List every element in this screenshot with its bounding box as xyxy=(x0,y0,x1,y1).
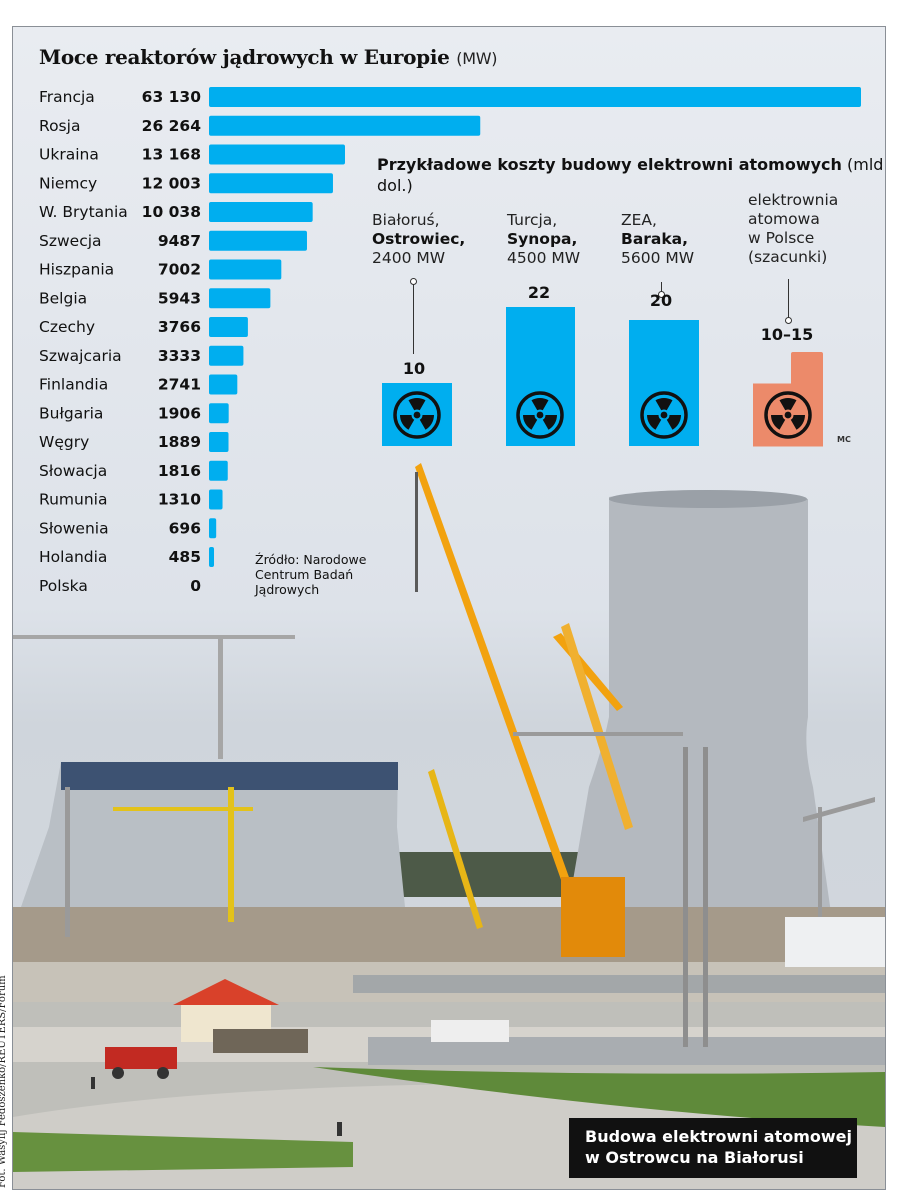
cost-chart-unit: (mld dol.) xyxy=(377,155,884,195)
bar-szwajcaria xyxy=(209,345,244,366)
value-label-w-brytania: 10 038 xyxy=(142,203,201,221)
photo-credit: Fot. Wasylij Fedoszenko/REUTERS/Forum xyxy=(0,975,8,1188)
cost-chart-title: Przykładowe koszty budowy elektrowni ato… xyxy=(377,155,884,195)
plant-label-poland: elektrownia atomowa w Polsce (szacunki) xyxy=(748,191,839,266)
bar-czechy xyxy=(209,317,248,337)
radiation-icon-poland xyxy=(764,391,812,439)
country-label-hiszpania: Hiszpania xyxy=(39,261,114,279)
bar-słowenia xyxy=(209,518,217,539)
source-note: Źródło: Narodowe Centrum Badań Jądrowych xyxy=(255,552,367,597)
bar-rosja xyxy=(209,115,481,136)
photo-caption: Budowa elektrowni atomowej w Ostrowcu na… xyxy=(569,1118,857,1178)
value-label-hiszpania: 7002 xyxy=(158,261,201,279)
value-label-francja: 63 130 xyxy=(142,88,202,106)
country-label-niemcy: Niemcy xyxy=(39,174,97,192)
country-label-słowenia: Słowenia xyxy=(39,519,109,537)
country-label-ukraina: Ukraina xyxy=(39,146,99,164)
country-label-finlandia: Finlandia xyxy=(39,376,108,394)
cost-bar-baraka xyxy=(629,320,699,446)
bar-rumunia xyxy=(209,489,223,510)
chart-title: Moce reaktorów jądrowych w Europie (MW) xyxy=(39,45,498,69)
value-label-rumunia: 1310 xyxy=(158,491,201,509)
country-label-bułgaria: Bułgaria xyxy=(39,404,103,422)
bar-bułgaria xyxy=(209,403,229,424)
cost-value-synopa: 22 xyxy=(527,283,551,302)
leader-dot-poland xyxy=(785,317,792,324)
value-label-polska: 0 xyxy=(190,577,201,595)
value-label-holandia: 485 xyxy=(169,548,201,566)
country-label-szwecja: Szwecja xyxy=(39,232,102,250)
bar-hiszpania xyxy=(209,259,282,280)
construction-site-photo xyxy=(13,463,885,1189)
chart-unit: (MW) xyxy=(456,49,498,68)
bar-szwecja xyxy=(209,230,307,251)
leader-line-poland xyxy=(788,279,789,319)
value-label-belgia: 5943 xyxy=(158,289,201,307)
bar-holandia xyxy=(209,547,215,567)
value-label-niemcy: 12 003 xyxy=(142,174,201,192)
bar-francja xyxy=(209,87,861,107)
bar-słowacja xyxy=(209,460,228,481)
bar-belgia xyxy=(209,288,271,309)
radiation-icon-synopa xyxy=(516,391,564,439)
value-label-szwajcaria: 3333 xyxy=(158,347,201,365)
country-label-polska: Polska xyxy=(39,577,88,595)
country-label-szwajcaria: Szwajcaria xyxy=(39,347,122,365)
bar-niemcy xyxy=(209,173,333,194)
value-label-finlandia: 2741 xyxy=(158,376,201,394)
country-label-czechy: Czechy xyxy=(39,318,95,336)
cost-value-poland: 10–15 xyxy=(760,325,814,344)
country-label-rosja: Rosja xyxy=(39,117,80,135)
value-label-bułgaria: 1906 xyxy=(158,404,201,422)
cost-value-ostrowiec: 10 xyxy=(402,359,426,378)
value-label-rosja: 26 264 xyxy=(142,117,202,135)
country-label-rumunia: Rumunia xyxy=(39,491,107,509)
bar-węgry xyxy=(209,432,229,452)
plant-label-ostrowiec: Białoruś, Ostrowiec, 2400 MW xyxy=(372,211,466,267)
value-label-ukraina: 13 168 xyxy=(142,146,201,164)
value-label-węgry: 1889 xyxy=(158,433,201,451)
plant-label-baraka: ZEA, Baraka, 5600 MW xyxy=(621,211,695,267)
cost-value-baraka: 20 xyxy=(649,291,673,310)
value-label-szwecja: 9487 xyxy=(158,232,201,250)
radiation-icon-baraka xyxy=(640,391,688,439)
value-label-słowenia: 696 xyxy=(169,519,201,537)
country-label-słowacja: Słowacja xyxy=(39,462,107,480)
country-label-w-brytania: W. Brytania xyxy=(39,203,128,221)
country-label-francja: Francja xyxy=(39,88,95,106)
leader-dot-ostrowiec xyxy=(410,278,417,285)
leader-line-baraka xyxy=(661,282,662,294)
bar-w-brytania xyxy=(209,202,313,222)
bar-finlandia xyxy=(209,374,238,395)
country-label-holandia: Holandia xyxy=(39,548,107,566)
value-label-czechy: 3766 xyxy=(158,318,201,336)
country-label-węgry: Węgry xyxy=(39,433,89,451)
leader-dot-baraka xyxy=(658,291,665,298)
radiation-icon-ostrowiec xyxy=(393,391,441,439)
reactor-capacity-bar-chart: Francja 63 130 Rosja 26 264 Ukraina 13 168 Nie… xyxy=(39,87,861,595)
infographic-frame: Moce reaktorów jądrowych w Europie (MW) … xyxy=(12,26,886,1190)
plant-label-synopa: Turcja, Synopa, 4500 MW xyxy=(507,211,581,267)
leader-line-ostrowiec xyxy=(413,282,414,354)
bar-ukraina xyxy=(209,144,345,165)
author-initials: MC xyxy=(837,435,851,444)
cost-bar-synopa xyxy=(506,307,575,446)
country-label-belgia: Belgia xyxy=(39,289,87,307)
value-label-słowacja: 1816 xyxy=(158,462,201,480)
